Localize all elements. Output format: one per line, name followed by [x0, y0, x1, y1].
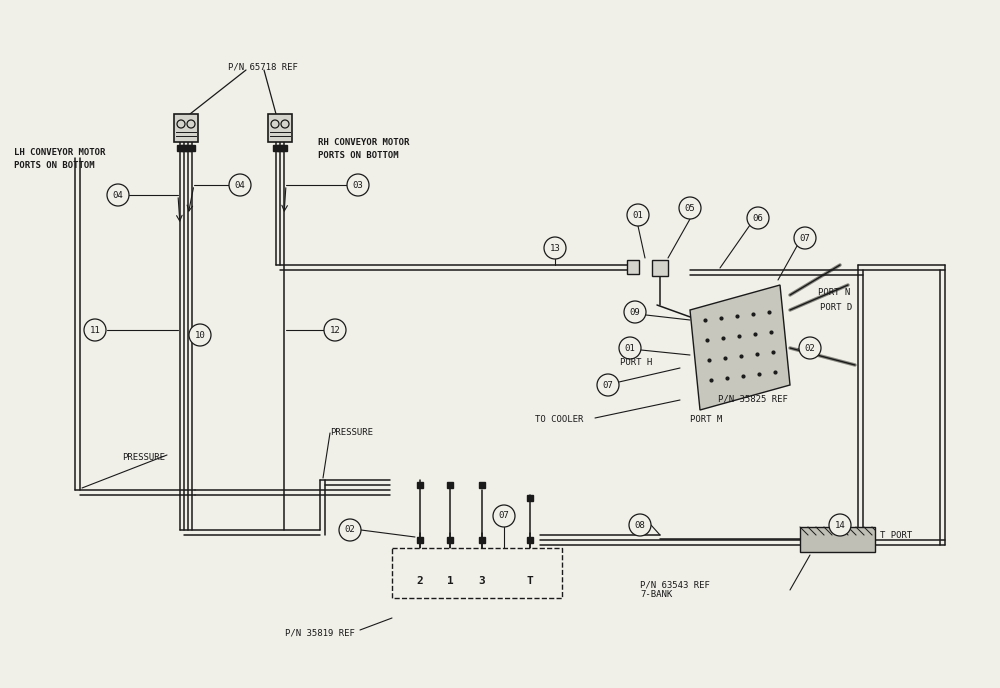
Text: PORT M: PORT M: [690, 415, 722, 424]
Text: T PORT: T PORT: [880, 530, 912, 539]
Polygon shape: [690, 285, 790, 410]
Text: 08: 08: [635, 521, 645, 530]
Text: P/N 65718 REF: P/N 65718 REF: [228, 62, 298, 71]
Text: 14: 14: [835, 521, 845, 530]
Bar: [800, 527, 875, 552]
Text: PORTS ON BOTTOM: PORTS ON BOTTOM: [14, 161, 95, 170]
Circle shape: [189, 324, 211, 346]
Text: 05: 05: [685, 204, 695, 213]
Text: 09: 09: [630, 308, 640, 316]
Bar: [268, 114, 292, 142]
Text: 07: 07: [603, 380, 613, 389]
Text: P/N 63543 REF
7-BANK: P/N 63543 REF 7-BANK: [640, 580, 710, 599]
Circle shape: [339, 519, 361, 541]
Text: PORTS ON BOTTOM: PORTS ON BOTTOM: [318, 151, 399, 160]
Bar: [392, 548, 562, 598]
Bar: [652, 260, 668, 276]
Circle shape: [493, 505, 515, 527]
Text: T: T: [527, 576, 533, 586]
Text: 02: 02: [805, 343, 815, 352]
Circle shape: [324, 319, 346, 341]
Circle shape: [794, 227, 816, 249]
Circle shape: [544, 237, 566, 259]
Bar: [627, 260, 639, 274]
Bar: [174, 114, 198, 142]
Text: 2: 2: [417, 576, 423, 586]
Text: PRESSURE: PRESSURE: [330, 428, 373, 437]
Text: 03: 03: [353, 180, 363, 189]
Text: 01: 01: [633, 211, 643, 219]
Circle shape: [597, 374, 619, 396]
Text: 04: 04: [235, 180, 245, 189]
Text: TO COOLER: TO COOLER: [535, 415, 583, 424]
Circle shape: [229, 174, 251, 196]
Text: PORT N: PORT N: [818, 288, 850, 297]
Text: 12: 12: [330, 325, 340, 334]
Text: 06: 06: [753, 213, 763, 222]
Text: 07: 07: [800, 233, 810, 242]
Text: PORT H: PORT H: [620, 358, 652, 367]
Text: P/N 35819 REF: P/N 35819 REF: [285, 628, 355, 637]
Circle shape: [627, 204, 649, 226]
Text: LH CONVEYOR MOTOR: LH CONVEYOR MOTOR: [14, 148, 105, 157]
Circle shape: [679, 197, 701, 219]
Text: PORT D: PORT D: [820, 303, 852, 312]
Circle shape: [624, 301, 646, 323]
Text: P/N 35825 REF: P/N 35825 REF: [718, 395, 788, 404]
Circle shape: [84, 319, 106, 341]
Circle shape: [829, 514, 851, 536]
Circle shape: [619, 337, 641, 359]
Text: 02: 02: [345, 526, 355, 535]
Circle shape: [629, 514, 651, 536]
Text: 11: 11: [90, 325, 100, 334]
Text: 3: 3: [479, 576, 485, 586]
Circle shape: [799, 337, 821, 359]
Text: PRESSURE: PRESSURE: [122, 453, 165, 462]
Text: 04: 04: [113, 191, 123, 200]
Text: 13: 13: [550, 244, 560, 252]
Text: 07: 07: [499, 511, 509, 521]
Text: 10: 10: [195, 330, 205, 339]
Circle shape: [747, 207, 769, 229]
Circle shape: [107, 184, 129, 206]
Circle shape: [347, 174, 369, 196]
Text: 1: 1: [447, 576, 453, 586]
Text: 01: 01: [625, 343, 635, 352]
Text: RH CONVEYOR MOTOR: RH CONVEYOR MOTOR: [318, 138, 409, 147]
